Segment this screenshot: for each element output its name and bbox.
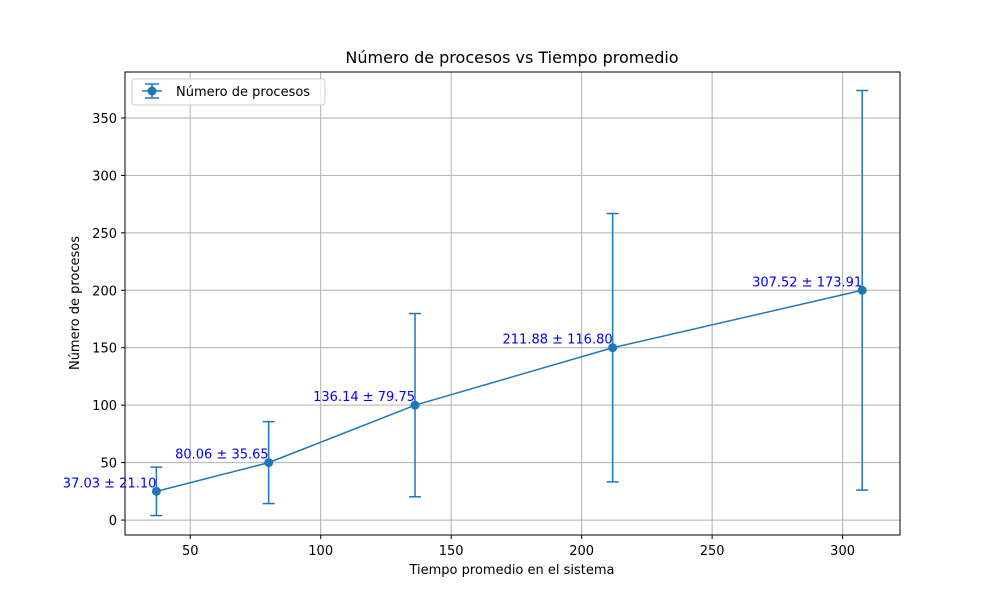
grid xyxy=(125,72,900,535)
x-tick-label: 200 xyxy=(569,544,594,559)
plot-frame xyxy=(124,71,901,536)
y-tick-label: 250 xyxy=(92,227,117,242)
data-label: 136.14 ± 79.75 xyxy=(313,390,415,405)
y-tick-label: 100 xyxy=(92,399,117,414)
y-tick-label: 50 xyxy=(100,457,117,472)
x-axis-label: Tiempo promedio en el sistema xyxy=(408,563,614,578)
chart-title: Número de procesos vs Tiempo promedio xyxy=(345,48,678,67)
data-point xyxy=(264,458,274,468)
data-label: 37.03 ± 21.10 xyxy=(63,476,157,491)
x-tick-label: 250 xyxy=(700,544,725,559)
x-tick-label: 50 xyxy=(182,544,199,559)
y-tick-label: 300 xyxy=(92,169,117,184)
x-axis-ticks: 50 100 150 200 250 300 xyxy=(182,535,855,559)
y-tick-label: 0 xyxy=(109,514,117,529)
y-tick-label: 200 xyxy=(92,284,117,299)
data-label: 307.52 ± 173.91 xyxy=(752,275,862,290)
data-label: 211.88 ± 116.80 xyxy=(503,333,613,348)
data-label: 80.06 ± 35.65 xyxy=(175,448,269,463)
series-layer: 37.03 ± 21.10 80.06 ± 35.65 136.14 ± 79.75… xyxy=(63,89,869,517)
legend-box xyxy=(131,78,326,106)
legend-marker xyxy=(142,83,162,99)
data-point xyxy=(410,400,420,410)
y-tick-label: 150 xyxy=(92,342,117,357)
x-tick-label: 300 xyxy=(830,544,855,559)
data-point xyxy=(151,486,161,496)
data-point xyxy=(857,285,867,295)
legend[interactable]: Número de procesos xyxy=(131,78,326,106)
y-axis-ticks: 0 50 100 150 200 250 300 350 xyxy=(92,112,125,529)
x-tick-label: 150 xyxy=(439,544,464,559)
y-tick-label: 350 xyxy=(92,112,117,127)
y-axis-label: Número de procesos xyxy=(68,236,83,370)
data-point xyxy=(608,343,618,353)
legend-label: Número de procesos xyxy=(176,85,310,100)
x-tick-label: 100 xyxy=(308,544,333,559)
